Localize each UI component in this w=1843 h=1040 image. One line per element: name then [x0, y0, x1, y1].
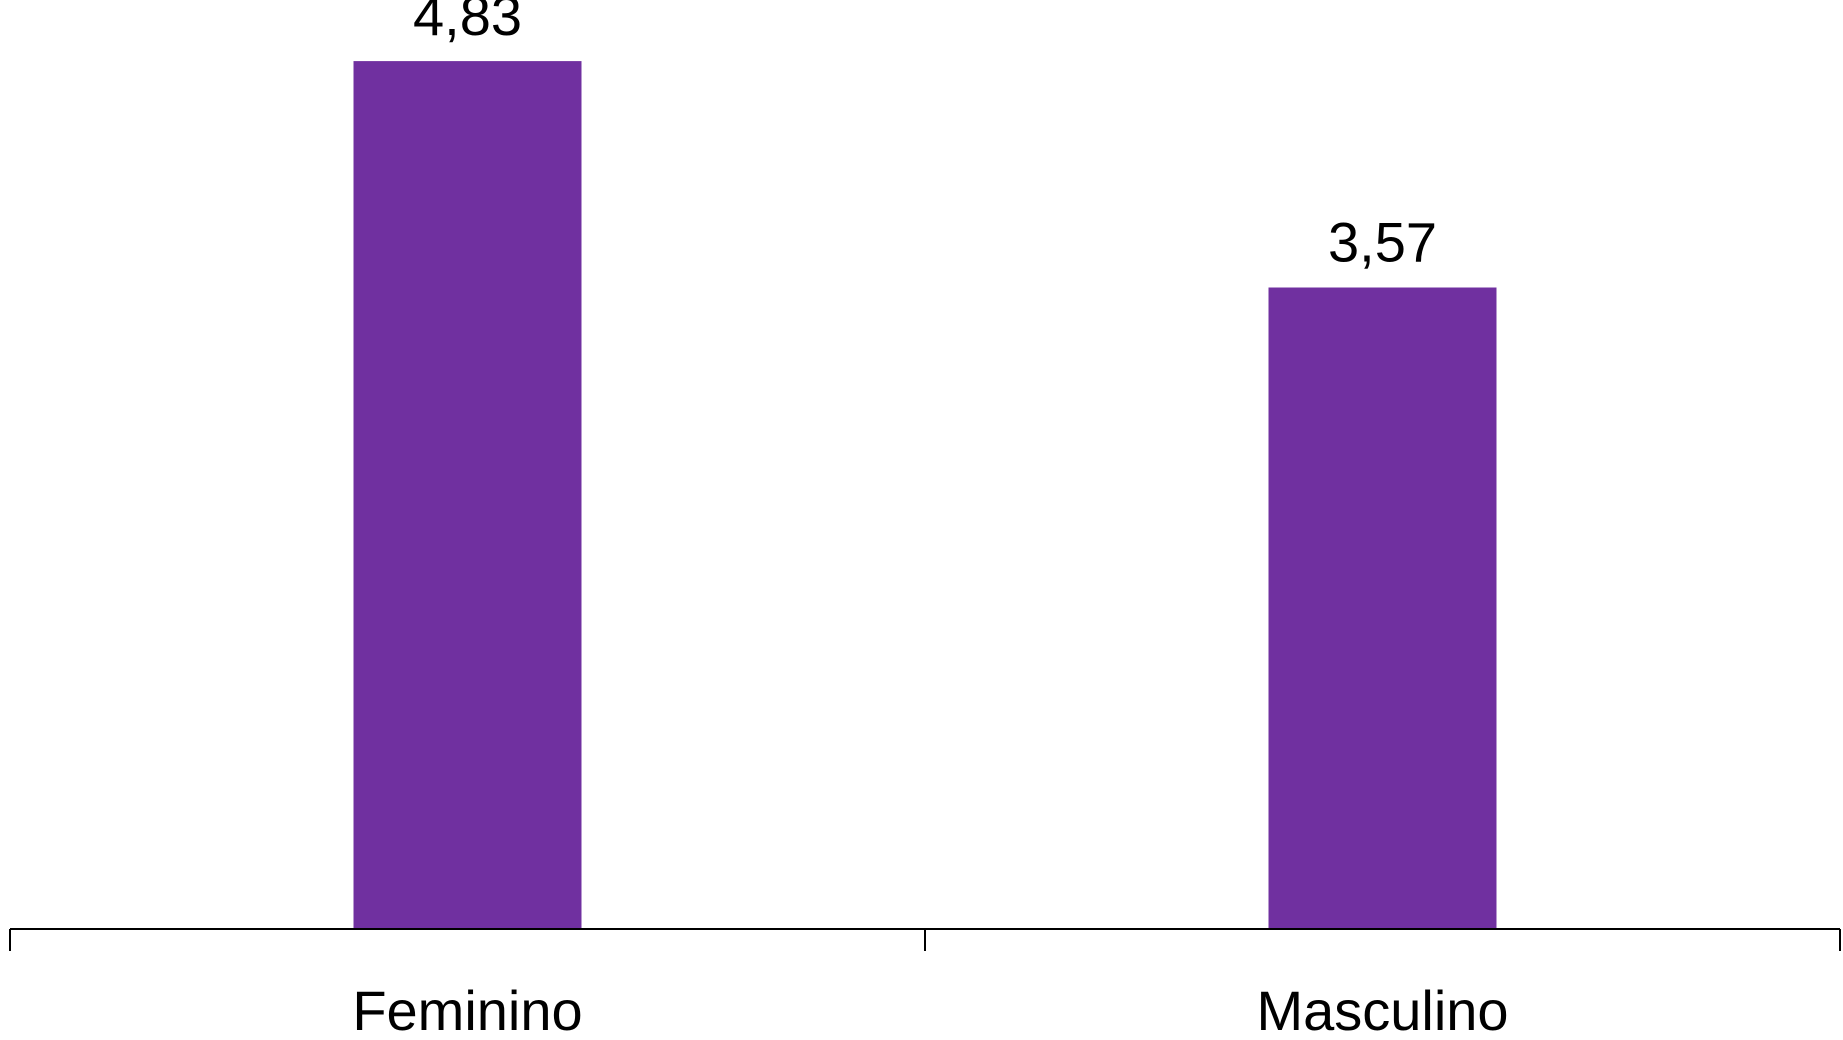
bar-masculino: [1268, 287, 1497, 929]
x-axis: [9, 928, 1841, 951]
labels-group: 4,83 Feminino 3,57 Masculino: [352, 0, 1508, 1040]
data-label-masculino: 3,57: [1328, 211, 1437, 274]
bars-group: [353, 61, 1497, 929]
data-label-feminino: 4,83: [413, 0, 522, 47]
category-label-masculino: Masculino: [1256, 979, 1508, 1040]
category-label-feminino: Feminino: [352, 979, 582, 1040]
bar-feminino: [353, 61, 582, 929]
